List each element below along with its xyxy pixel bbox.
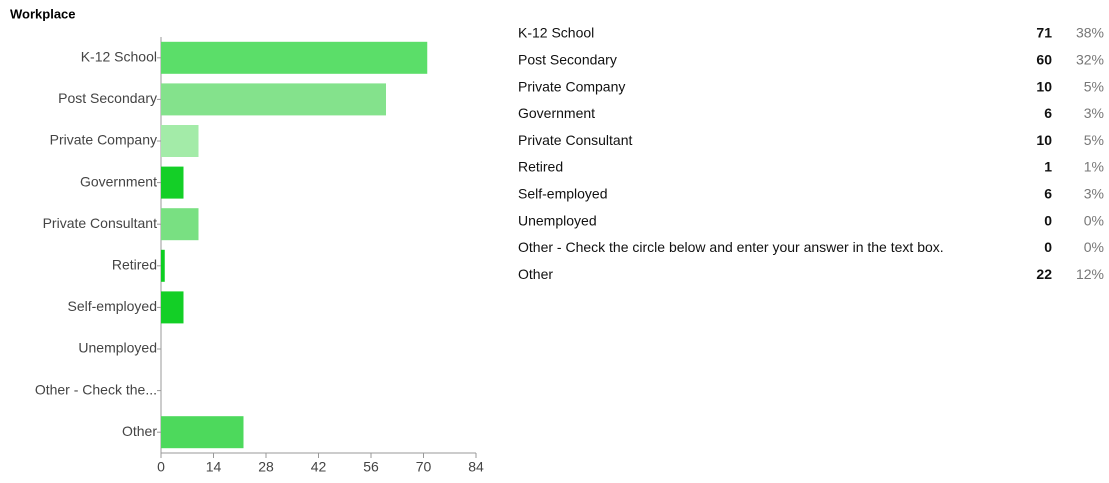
row-label: Private Consultant [518,132,633,148]
row-label: Retired [518,159,563,175]
row-label: Other - Check the circle below and enter… [518,239,944,255]
y-tick-label: Government [80,173,157,189]
y-tick-label: Self-employed [68,298,158,314]
x-tick-label: 42 [311,459,327,475]
row-label: Unemployed [518,212,597,228]
row-count: 6 [1044,105,1052,121]
row-label: Other [518,266,553,282]
y-tick-label: Other - Check the... [35,381,157,397]
row-label: Government [518,105,595,121]
row-count: 10 [1036,78,1052,94]
row-count: 71 [1036,25,1052,41]
y-tick-label: Retired [112,257,157,273]
y-tick-label: K-12 School [81,49,157,65]
row-percent: 32% [1076,52,1104,68]
row-label: Post Secondary [518,52,617,68]
row-count: 22 [1036,266,1052,282]
row-percent: 3% [1084,105,1104,121]
bar [161,83,386,116]
row-count: 60 [1036,52,1052,68]
row-percent: 0% [1084,212,1104,228]
bar [161,125,199,157]
row-count: 10 [1036,132,1052,148]
bar [161,416,244,449]
y-tick-label: Unemployed [78,340,157,356]
row-label: K-12 School [518,25,594,41]
y-tick-label: Other [122,423,157,439]
row-count: 0 [1044,212,1052,228]
row-percent: 12% [1076,266,1104,282]
row-percent: 3% [1084,186,1104,202]
x-tick-label: 28 [258,459,274,475]
y-tick-label: Post Secondary [58,90,157,106]
bar [161,166,184,199]
row-count: 0 [1044,239,1052,255]
row-label: Self-employed [518,186,608,202]
row-percent: 5% [1084,132,1104,148]
y-tick-label: Private Consultant [43,215,158,231]
bar [161,41,428,74]
x-tick-label: 70 [416,459,432,475]
bar [161,208,199,241]
row-percent: 0% [1084,239,1104,255]
row-count: 1 [1044,159,1052,175]
x-tick-label: 56 [363,459,379,475]
x-tick-label: 14 [206,459,222,475]
row-count: 6 [1044,186,1052,202]
row-percent: 38% [1076,25,1104,41]
row-percent: 1% [1084,159,1104,175]
y-tick-label: Private Company [50,132,157,148]
row-label: Private Company [518,78,625,94]
x-tick-label: 84 [468,459,484,475]
row-percent: 5% [1084,78,1104,94]
bar [161,249,165,282]
x-tick-label: 0 [157,459,165,475]
chart-title: Workplace [10,6,76,21]
bar [161,291,184,324]
